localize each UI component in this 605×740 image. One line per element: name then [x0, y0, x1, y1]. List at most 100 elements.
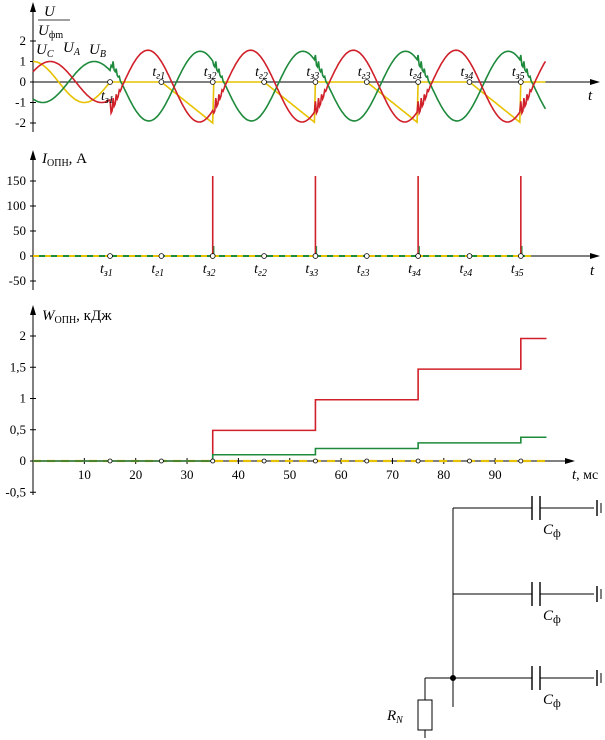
event-marker [209, 253, 216, 259]
current-x-arrow [590, 253, 600, 259]
energy-x-arrow [565, 458, 575, 464]
series-label-ua: UA [63, 40, 81, 58]
energy-y-tick-label: -0,5 [5, 484, 26, 499]
event-label: tг2 [255, 65, 268, 82]
energy-xlabel: t, мс [572, 467, 598, 483]
event-marker [415, 79, 421, 85]
circuit-diagram: Cф Cф Cф [417, 496, 602, 738]
event-label: tз3 [305, 262, 318, 279]
energy-y-ticks: 2 1,5 1 0,5 0 -0,5 [5, 328, 36, 499]
current-event-marks: tз1 tг1 tз2 tг2 tз3 tг3 tз4 tг4 tз5 [100, 253, 524, 279]
event-label: tз4 [460, 65, 473, 82]
voltage-y-tick-label: 0 [20, 74, 27, 89]
voltage-panel: U Uфm t 2 1 0 -1 -2 tз1 tг1 tз2 tг2 tз3 tг3 tг4 tз4… [15, 2, 600, 132]
event-label: tз4 [408, 262, 421, 279]
energy-series [33, 337, 547, 464]
energy-x-tick-label: 50 [283, 467, 296, 482]
event-marker [107, 79, 113, 85]
energy-y-tick-label: 0 [20, 453, 27, 468]
current-y-tick-label: 100 [7, 198, 27, 213]
current-y-tick-label: 0 [20, 248, 27, 263]
event-marker [466, 253, 473, 259]
voltage-event-marks: tз1 tг1 tз2 tг2 tз3 tг3 tг4 tз4 tз5 [101, 65, 525, 106]
event-marker [313, 458, 318, 464]
voltage-xlabel: t [588, 88, 593, 104]
energy-x-tick-label: 60 [335, 467, 348, 482]
capacitor-label: Cф [543, 692, 561, 710]
current-ylabel: IОПН, А [41, 151, 87, 169]
current-panel: IОПН, А t 150 100 50 0 -50 tз1 tг1 tз2 tг2 tз3 tг… [7, 150, 600, 290]
event-marker [415, 458, 421, 464]
energy-y-tick-label: 1,5 [10, 359, 26, 374]
current-y-ticks: 150 100 50 0 -50 [7, 173, 36, 288]
event-marker [312, 79, 319, 85]
event-label: tг1 [151, 262, 164, 279]
energy-x-tick-label: 10 [78, 467, 91, 482]
voltage-ylabel-den: Uфm [38, 23, 63, 41]
resistor [417, 699, 433, 731]
capacitor-label: Cф [543, 608, 561, 626]
event-label: tг1 [152, 65, 165, 82]
event-marker [261, 253, 267, 259]
energy-line-green [33, 436, 547, 462]
energy-y-tick-label: 2 [20, 328, 27, 343]
event-marker [312, 253, 319, 259]
event-marker [107, 253, 113, 259]
event-marker [518, 458, 524, 464]
capacitor-branches: Cф Cф Cф [453, 496, 602, 710]
energy-panel: WОПН, кДж t, мс 2 1,5 1 0,5 0 -0,5 10 20 30 40 50… [5, 305, 598, 499]
voltage-x-arrow [590, 79, 600, 85]
event-marker [363, 253, 370, 259]
event-marker [261, 458, 267, 464]
event-marker [261, 79, 267, 85]
event-label: tг3 [357, 262, 370, 279]
voltage-y-tick-label: 2 [20, 33, 27, 48]
voltage-y-tick-label: 1 [20, 54, 27, 69]
event-marker [466, 79, 473, 85]
energy-y-tick-label: 0,5 [10, 422, 26, 437]
event-marker [518, 79, 524, 85]
event-marker [210, 458, 216, 464]
event-label: tз2 [203, 262, 216, 279]
event-marker [158, 253, 165, 259]
voltage-y-tick-label: -2 [15, 115, 26, 130]
event-marker [364, 458, 370, 464]
event-marker [467, 458, 472, 464]
event-marker [158, 79, 165, 85]
voltage-series [32, 49, 547, 125]
event-marker [415, 253, 421, 259]
current-y-tick-label: 50 [13, 223, 26, 238]
voltage-ylabel-num: U [44, 4, 56, 20]
event-label: tз5 [511, 262, 524, 279]
energy-y-tick-label: 1 [20, 391, 27, 406]
event-label: tз1 [100, 262, 113, 279]
energy-x-ticks: 10 20 30 40 50 60 70 80 90 [78, 458, 502, 482]
event-label: tз3 [306, 65, 319, 82]
energy-y-arrow [30, 305, 36, 315]
voltage-line-c [33, 60, 546, 125]
voltage-y-tick-label: -1 [15, 95, 26, 110]
energy-x-tick-label: 80 [437, 467, 450, 482]
voltage-line-b [32, 50, 547, 122]
event-label: tг2 [254, 262, 267, 279]
junction-dot [450, 675, 456, 681]
capacitor-label: Cф [543, 522, 561, 540]
event-label: tг3 [358, 65, 371, 82]
event-marker [107, 458, 113, 464]
event-marker [363, 79, 370, 85]
event-marker [209, 79, 216, 85]
event-marker [158, 458, 164, 464]
current-xlabel: t [590, 263, 595, 279]
energy-line-red [33, 337, 547, 462]
energy-ylabel: WОПН, кДж [42, 308, 112, 326]
energy-x-tick-label: 20 [129, 467, 142, 482]
energy-x-tick-label: 30 [181, 467, 194, 482]
energy-x-tick-label: 90 [489, 467, 502, 482]
event-label: tз1 [101, 89, 114, 106]
event-label: tз2 [204, 65, 217, 82]
voltage-y-arrow [30, 2, 36, 12]
energy-x-tick-label: 40 [232, 467, 245, 482]
series-label-uc: UC [36, 42, 54, 60]
current-y-tick-label: -50 [9, 273, 26, 288]
